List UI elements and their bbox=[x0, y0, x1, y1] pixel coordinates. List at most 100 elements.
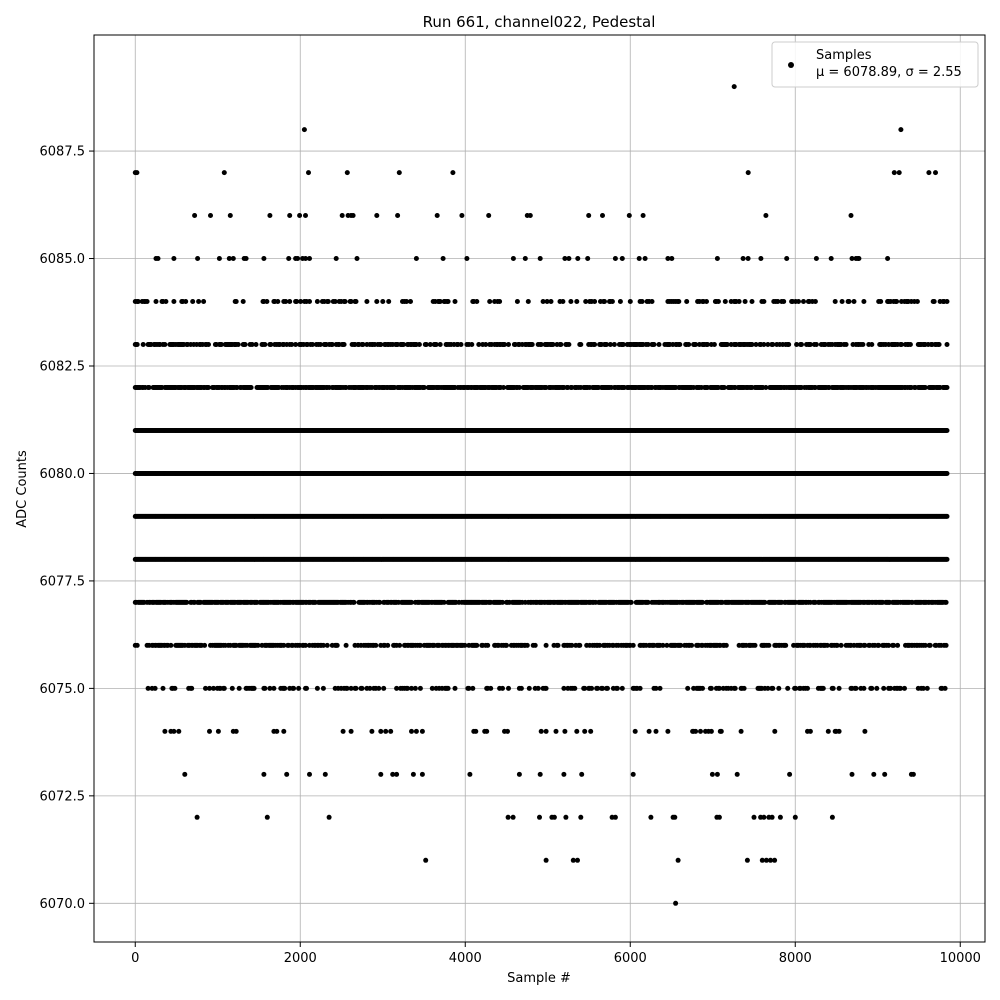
data-point bbox=[910, 771, 916, 777]
data-point bbox=[543, 642, 549, 648]
data-point bbox=[579, 771, 585, 777]
data-point bbox=[664, 642, 670, 648]
data-point bbox=[504, 642, 509, 648]
chart-title: Run 661, channel022, Pedestal bbox=[423, 13, 656, 31]
data-point bbox=[262, 685, 268, 691]
data-point bbox=[367, 685, 373, 691]
data-point bbox=[709, 771, 715, 777]
data-point bbox=[619, 685, 625, 691]
data-point bbox=[653, 685, 659, 691]
data-point bbox=[820, 685, 826, 691]
data-point bbox=[888, 685, 894, 691]
data-point bbox=[394, 685, 400, 691]
data-point bbox=[882, 771, 888, 777]
data-point bbox=[172, 685, 178, 691]
data-point bbox=[353, 685, 359, 691]
data-point bbox=[944, 556, 950, 562]
data-point bbox=[772, 728, 778, 734]
data-point bbox=[267, 685, 273, 691]
data-point bbox=[229, 685, 235, 691]
data-point bbox=[221, 685, 227, 691]
data-point bbox=[572, 685, 578, 691]
data-point bbox=[314, 685, 320, 691]
data-point bbox=[766, 642, 772, 648]
data-point bbox=[385, 642, 391, 648]
data-point bbox=[588, 728, 594, 734]
data-point bbox=[160, 685, 166, 691]
data-point bbox=[409, 599, 414, 605]
data-point bbox=[700, 599, 705, 605]
data-point bbox=[376, 685, 382, 691]
data-point bbox=[320, 642, 326, 648]
data-point bbox=[944, 471, 950, 476]
data-point bbox=[162, 728, 168, 734]
data-point bbox=[388, 728, 394, 734]
data-point bbox=[322, 771, 328, 777]
data-point bbox=[600, 685, 605, 691]
data-point bbox=[732, 685, 738, 691]
data-point bbox=[419, 728, 425, 734]
data-point bbox=[657, 685, 663, 691]
data-point bbox=[409, 728, 414, 734]
data-point bbox=[714, 771, 720, 777]
data-point bbox=[886, 642, 892, 648]
data-point bbox=[445, 685, 451, 691]
data-point bbox=[871, 771, 877, 777]
data-point bbox=[207, 728, 212, 734]
data-point bbox=[770, 685, 776, 691]
data-point bbox=[348, 685, 354, 691]
data-point bbox=[324, 642, 330, 648]
data-point bbox=[708, 685, 714, 691]
data-point bbox=[474, 642, 480, 648]
data-point bbox=[787, 771, 793, 777]
data-point bbox=[689, 642, 695, 648]
data-point bbox=[397, 642, 403, 648]
data-point bbox=[943, 599, 949, 605]
data-point bbox=[488, 685, 494, 691]
data-point bbox=[417, 642, 423, 648]
data-point bbox=[920, 685, 926, 691]
data-point bbox=[343, 642, 349, 648]
data-point bbox=[678, 642, 684, 648]
data-point bbox=[473, 728, 479, 734]
data-point bbox=[741, 685, 747, 691]
data-point bbox=[255, 642, 261, 648]
data-point bbox=[595, 685, 601, 691]
data-point bbox=[378, 771, 384, 777]
data-point bbox=[646, 728, 652, 734]
data-point bbox=[582, 685, 588, 691]
data-point bbox=[824, 642, 830, 648]
data-point bbox=[211, 685, 216, 691]
data-point bbox=[734, 771, 740, 777]
data-point bbox=[251, 685, 257, 691]
data-point bbox=[413, 728, 419, 734]
data-point bbox=[500, 685, 505, 691]
data-point bbox=[215, 728, 221, 734]
data-point bbox=[569, 642, 575, 648]
data-point bbox=[390, 771, 396, 777]
data-point bbox=[441, 599, 447, 605]
data-point bbox=[577, 642, 583, 648]
data-point bbox=[927, 642, 933, 648]
data-point bbox=[394, 771, 400, 777]
data-point bbox=[582, 728, 588, 734]
data-point bbox=[716, 685, 722, 691]
data-point bbox=[853, 685, 859, 691]
data-point bbox=[236, 685, 242, 691]
data-point bbox=[291, 685, 297, 691]
data-point bbox=[417, 685, 423, 691]
data-point bbox=[836, 685, 842, 691]
data-point bbox=[202, 642, 208, 648]
data-point bbox=[378, 728, 384, 734]
data-point bbox=[562, 728, 568, 734]
data-point bbox=[307, 771, 312, 777]
data-point bbox=[632, 728, 638, 734]
data-point bbox=[605, 685, 610, 691]
data-point bbox=[553, 728, 559, 734]
data-point bbox=[505, 728, 510, 734]
data-point bbox=[776, 685, 782, 691]
data-point bbox=[738, 728, 744, 734]
data-point bbox=[419, 771, 425, 777]
data-point bbox=[377, 599, 383, 605]
